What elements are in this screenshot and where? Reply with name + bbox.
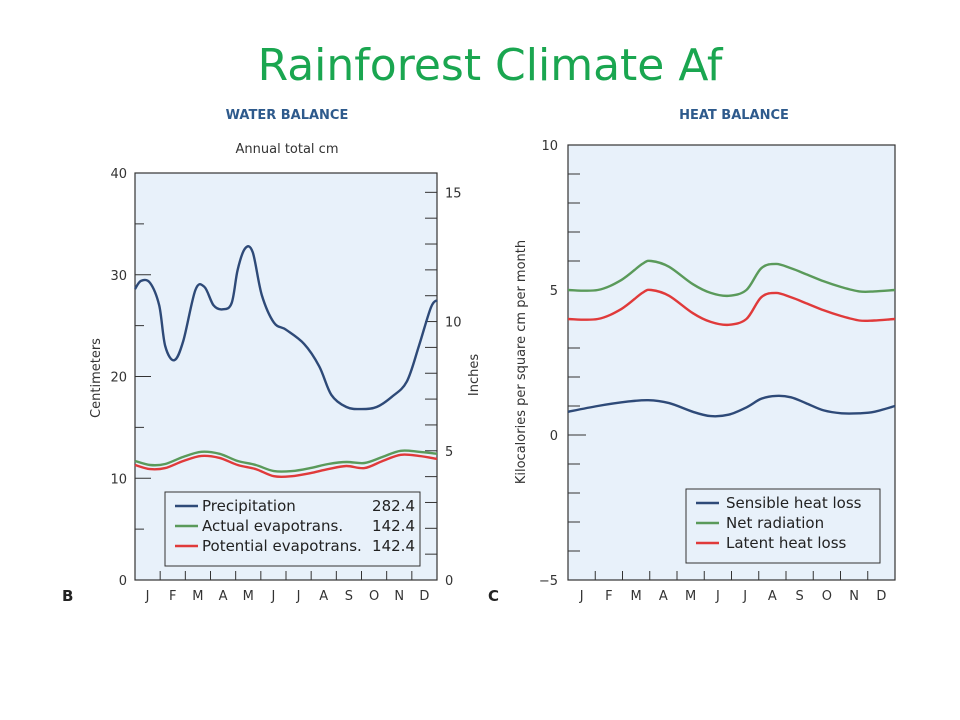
y2-tick-label: 0 <box>445 574 453 589</box>
x-tick-label: M <box>192 589 203 604</box>
panel-letter: B <box>62 587 73 605</box>
x-tick-label: J <box>145 589 150 604</box>
legend-label: Potential evapotrans. <box>202 537 362 555</box>
panel-letter: C <box>488 587 499 605</box>
legend-label: Precipitation <box>202 497 296 515</box>
x-tick-label: M <box>685 589 696 604</box>
slide-title: Rainforest Climate Af <box>257 40 723 91</box>
x-tick-label: A <box>659 589 668 604</box>
series-line-2 <box>567 288 896 327</box>
y-tick-label: −5 <box>539 574 558 589</box>
series-line-1 <box>567 259 896 298</box>
x-tick-label: M <box>631 589 642 604</box>
series-line-2 <box>134 453 438 479</box>
x-tick-label: A <box>768 589 777 604</box>
legend-box <box>164 491 421 567</box>
y-tick-label: 10 <box>541 139 558 154</box>
x-tick-label: D <box>876 589 886 604</box>
y-tick-label: 5 <box>550 284 558 299</box>
x-tick-label: J <box>579 589 584 604</box>
y-tick-label: 30 <box>110 269 127 284</box>
legend-box <box>685 488 881 564</box>
y2-tick-label: 15 <box>445 186 462 201</box>
x-tick-label: M <box>243 589 254 604</box>
x-tick-label: D <box>419 589 429 604</box>
x-tick-label: J <box>742 589 747 604</box>
x-tick-label: O <box>369 589 379 604</box>
y2-tick-label: 10 <box>445 316 462 331</box>
panel-title: HEAT BALANCE <box>679 108 789 123</box>
x-tick-label: F <box>605 589 612 604</box>
legend-total: 282.4 <box>372 497 415 515</box>
y-tick-label: 0 <box>119 574 127 589</box>
x-tick-label: O <box>822 589 832 604</box>
x-tick-label: J <box>270 589 275 604</box>
panel-title: WATER BALANCE <box>226 108 349 123</box>
legend-label: Latent heat loss <box>726 534 847 552</box>
water-balance-chart: WATER BALANCE Annual total cm 0 10 20 30 40 0 5 1… <box>62 108 482 605</box>
x-tick-label: N <box>394 589 404 604</box>
y-tick-label: 20 <box>110 371 127 386</box>
y-tick-label: 10 <box>110 472 127 487</box>
x-tick-label: A <box>319 589 328 604</box>
y-axis-label: Kilocalories per square cm per month <box>514 240 529 484</box>
legend-label: Net radiation <box>726 514 824 532</box>
y-tick-label: 40 <box>110 167 127 182</box>
y-axis-label: Centimeters <box>89 338 104 418</box>
x-tick-label: S <box>795 589 803 604</box>
legend-total: 142.4 <box>372 517 415 535</box>
panel-subtitle: Annual total cm <box>236 142 339 157</box>
x-tick-label: N <box>849 589 859 604</box>
x-tick-label: J <box>715 589 720 604</box>
series-line-0 <box>133 245 438 411</box>
series-line-1 <box>134 449 438 473</box>
x-tick-label: A <box>219 589 228 604</box>
legend-label: Actual evapotrans. <box>202 517 343 535</box>
legend-label: Sensible heat loss <box>726 494 862 512</box>
y2-tick-label: 5 <box>445 445 453 460</box>
y-tick-label: 0 <box>550 429 558 444</box>
x-tick-label: J <box>296 589 301 604</box>
legend-total: 142.4 <box>372 537 415 555</box>
x-tick-label: F <box>169 589 176 604</box>
y2-axis-label: Inches <box>467 354 482 396</box>
x-tick-label: S <box>345 589 353 604</box>
heat-balance-chart: HEAT BALANCE −5 0 5 10 J F M A M J J A S O N D Kilocalori… <box>488 108 896 605</box>
series-line-0 <box>567 394 896 418</box>
